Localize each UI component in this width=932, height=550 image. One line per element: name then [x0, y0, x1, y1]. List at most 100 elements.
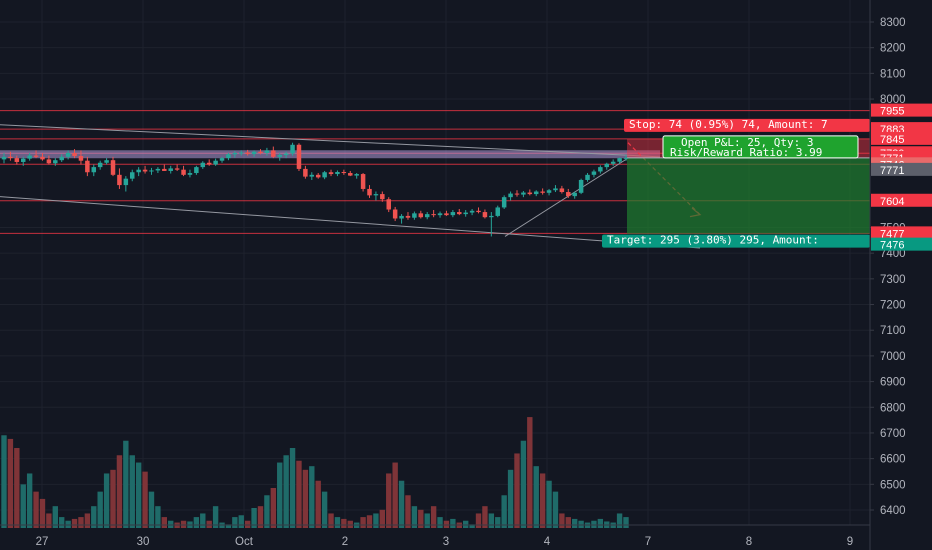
position-labels[interactable]: Stop: 74 (0.95%) 74, Amount: 7 Target: 29…: [602, 118, 870, 248]
candle-body: [8, 156, 13, 159]
volume-bar: [84, 513, 91, 528]
volume-bar: [559, 513, 565, 528]
candle-body: [251, 151, 257, 155]
price-axis-background: [870, 0, 932, 550]
price-tag-label: 7604: [880, 196, 904, 208]
candle-body: [277, 155, 282, 157]
volume-bar: [315, 480, 321, 528]
candle-body: [290, 144, 295, 154]
candle-body: [20, 158, 26, 162]
candle-body: [527, 192, 533, 195]
price-tag: [871, 131, 932, 145]
volume-bar: [302, 469, 309, 528]
candle-body: [444, 213, 449, 216]
volume-bar: [46, 513, 52, 528]
volume-bar: [212, 506, 219, 528]
candle-body: [386, 199, 391, 210]
candle-body: [322, 172, 327, 178]
volume-bar: [20, 484, 26, 528]
price-tick-label: 7300: [880, 274, 906, 286]
candle-body: [117, 174, 122, 186]
candle-body: [226, 154, 231, 159]
candle-body: [239, 152, 244, 154]
candle-body: [412, 213, 417, 218]
target-label-text: Target: 295 (3.80%) 295, Amount:: [607, 234, 819, 247]
time-tick-label: 4: [544, 536, 551, 548]
candle-body: [392, 209, 398, 219]
volume-bar: [572, 518, 578, 528]
volume-bar: [495, 517, 501, 528]
support-trendline: [504, 157, 629, 237]
candle-body: [1, 156, 7, 160]
volume-bar: [398, 480, 405, 528]
volume-bar: [328, 513, 334, 528]
candle-body: [110, 160, 116, 175]
candle-body: [162, 168, 167, 171]
volume-bar: [405, 495, 411, 528]
volume-bar: [321, 491, 328, 528]
volume-bar: [39, 498, 46, 528]
channel-upper-line: [0, 124, 661, 158]
volume-bar: [616, 513, 623, 528]
candle-body: [194, 167, 199, 174]
volume-bar: [78, 517, 84, 528]
time-tick-label: Oct: [235, 536, 254, 548]
candle-body: [348, 173, 353, 176]
candle-body: [501, 197, 507, 208]
volume-bar: [418, 509, 424, 528]
volume-bar: [450, 518, 456, 528]
candle-body: [85, 160, 90, 173]
volume-bar: [71, 518, 78, 528]
candle-body: [309, 174, 315, 177]
candle-body: [213, 160, 218, 165]
volume-bar: [91, 506, 97, 528]
volume-bar: [65, 520, 71, 528]
candle-body: [457, 212, 462, 215]
volume-bar: [148, 491, 155, 528]
price-axis[interactable]: 8300820081008000750074007300720071007000…: [869, 0, 932, 550]
candle-body: [40, 156, 45, 160]
volume-bar: [366, 515, 373, 528]
price-tag-label: 7477: [880, 228, 904, 240]
candle-body: [424, 214, 430, 218]
candle-body: [514, 193, 520, 195]
volume-bar: [244, 520, 251, 528]
volume-bar: [469, 524, 475, 528]
volume-bar: [552, 491, 559, 528]
candle-body: [367, 188, 372, 196]
volume-bar: [7, 438, 14, 528]
candle-body: [149, 170, 154, 172]
candle-body: [373, 194, 379, 196]
time-tick-label: 7: [645, 536, 651, 548]
volume-bar: [123, 440, 129, 528]
price-tag-label: 7955: [880, 106, 904, 118]
volume-bar: [533, 466, 539, 528]
price-tick-label: 6800: [880, 402, 906, 414]
volume-bar: [341, 518, 347, 528]
volume-bar: [277, 462, 283, 528]
price-tick-label: 8300: [880, 17, 906, 29]
candle-body: [380, 194, 385, 200]
stop-label-box: [624, 118, 870, 132]
price-tag: [871, 162, 932, 176]
candle-body: [245, 152, 250, 155]
volume-bar: [129, 455, 135, 528]
candle-body: [181, 169, 186, 175]
pnl-line2: Risk/Reward Ratio: 3.99: [670, 146, 822, 159]
volume-bar: [97, 491, 103, 528]
candle-body: [264, 150, 270, 153]
time-axis[interactable]: 27 30 Oct 2 3 4 7 8 9: [0, 524, 870, 548]
time-tick-label: 9: [847, 536, 853, 548]
candle-body: [399, 215, 404, 219]
price-tag-label: 7476: [880, 240, 904, 252]
candle-body: [315, 174, 321, 178]
candle-body: [508, 193, 513, 198]
price-tag: [871, 103, 932, 117]
price-tick-label: 6900: [880, 377, 906, 389]
volume-bar: [462, 520, 469, 528]
candle-body: [46, 159, 52, 164]
volume-bar: [424, 513, 430, 528]
price-tick-label: 6600: [880, 454, 906, 466]
candle-body: [585, 174, 590, 180]
